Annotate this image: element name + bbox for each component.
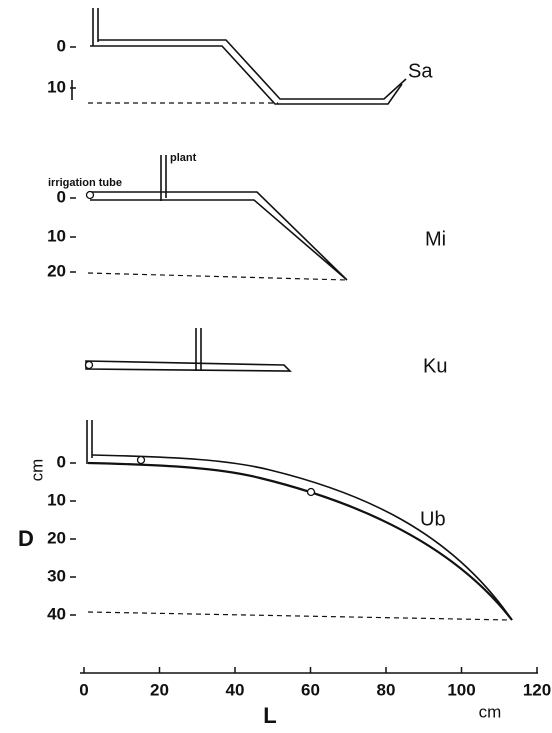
- y-axis-label: D: [18, 526, 34, 551]
- depth-line: [87, 272, 348, 281]
- tube: [98, 39, 407, 100]
- plant: [86, 420, 93, 464]
- y-tick-label: 20: [47, 261, 66, 280]
- y-tick-label: 10: [47, 490, 66, 509]
- y-tick-label: 0: [57, 452, 66, 471]
- panel-label: Sa: [408, 60, 433, 82]
- panel-sa: [71, 8, 407, 105]
- panel-ku: [84, 328, 292, 372]
- x-tick-label: 100: [447, 680, 475, 699]
- x-tick-label: 20: [150, 680, 169, 699]
- x-tick-label: 0: [79, 680, 88, 699]
- x-tick-label: 40: [226, 680, 245, 699]
- tube: [85, 360, 292, 372]
- y-tick-label: 30: [47, 566, 66, 585]
- x-axis-label: L: [263, 703, 276, 728]
- y-tick-label: 10: [47, 226, 66, 245]
- marker: [136, 455, 146, 465]
- panel-label: Ku: [423, 355, 447, 377]
- y-tick-label: 20: [47, 528, 66, 547]
- panel-label: Ub: [420, 508, 446, 530]
- tube: [87, 461, 513, 621]
- y-tick-label: 10: [47, 77, 66, 96]
- plant: [92, 8, 99, 46]
- annotation: irrigation tube: [48, 177, 122, 189]
- panel-label: Mi: [425, 228, 446, 250]
- plant: [160, 155, 167, 201]
- x-tick-label: 120: [523, 680, 551, 699]
- panel-ub: [86, 420, 513, 621]
- panel-mi: [85, 155, 348, 281]
- marker: [306, 487, 316, 497]
- x-tick-label: 80: [377, 680, 396, 699]
- tube: [91, 454, 513, 621]
- depth-line: [87, 611, 511, 621]
- labels: Sa 0 10 Mi 0 10 20 Ku Ub 0 10 20 30 40 irrigation tube…: [18, 36, 551, 727]
- y-tick-label: 0: [57, 187, 66, 206]
- y-tick-label: 40: [47, 604, 66, 623]
- tube: [90, 45, 403, 105]
- tube-end: [85, 190, 95, 200]
- tube-end: [84, 360, 94, 370]
- plant: [195, 328, 202, 371]
- x-axis-unit: cm: [479, 702, 502, 721]
- tube: [90, 191, 348, 281]
- y-tick-label: 0: [57, 36, 66, 55]
- annotation: plant: [170, 152, 197, 164]
- x-tick-label: 60: [301, 680, 320, 699]
- y-axis-unit: cm: [27, 459, 46, 482]
